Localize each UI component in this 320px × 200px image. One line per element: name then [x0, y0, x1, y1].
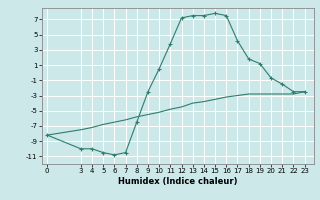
- X-axis label: Humidex (Indice chaleur): Humidex (Indice chaleur): [118, 177, 237, 186]
